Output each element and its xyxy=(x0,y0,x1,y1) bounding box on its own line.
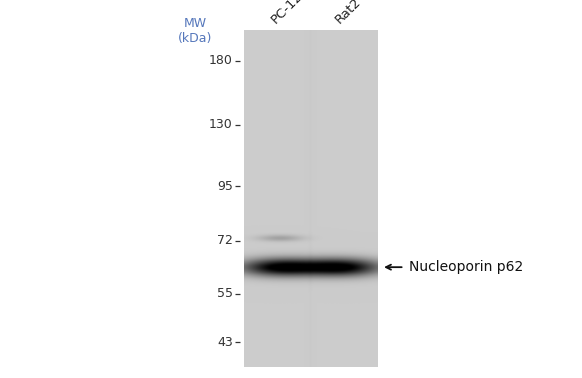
Text: 130: 130 xyxy=(209,118,233,131)
Text: Nucleoporin p62: Nucleoporin p62 xyxy=(409,260,523,274)
Text: 72: 72 xyxy=(217,234,233,247)
Text: MW
(kDa): MW (kDa) xyxy=(178,17,212,45)
Text: 95: 95 xyxy=(217,180,233,193)
Text: PC-12: PC-12 xyxy=(269,0,306,26)
Text: 180: 180 xyxy=(209,54,233,67)
Text: Rat2: Rat2 xyxy=(333,0,364,26)
Text: 55: 55 xyxy=(217,287,233,301)
Text: 43: 43 xyxy=(217,336,233,349)
